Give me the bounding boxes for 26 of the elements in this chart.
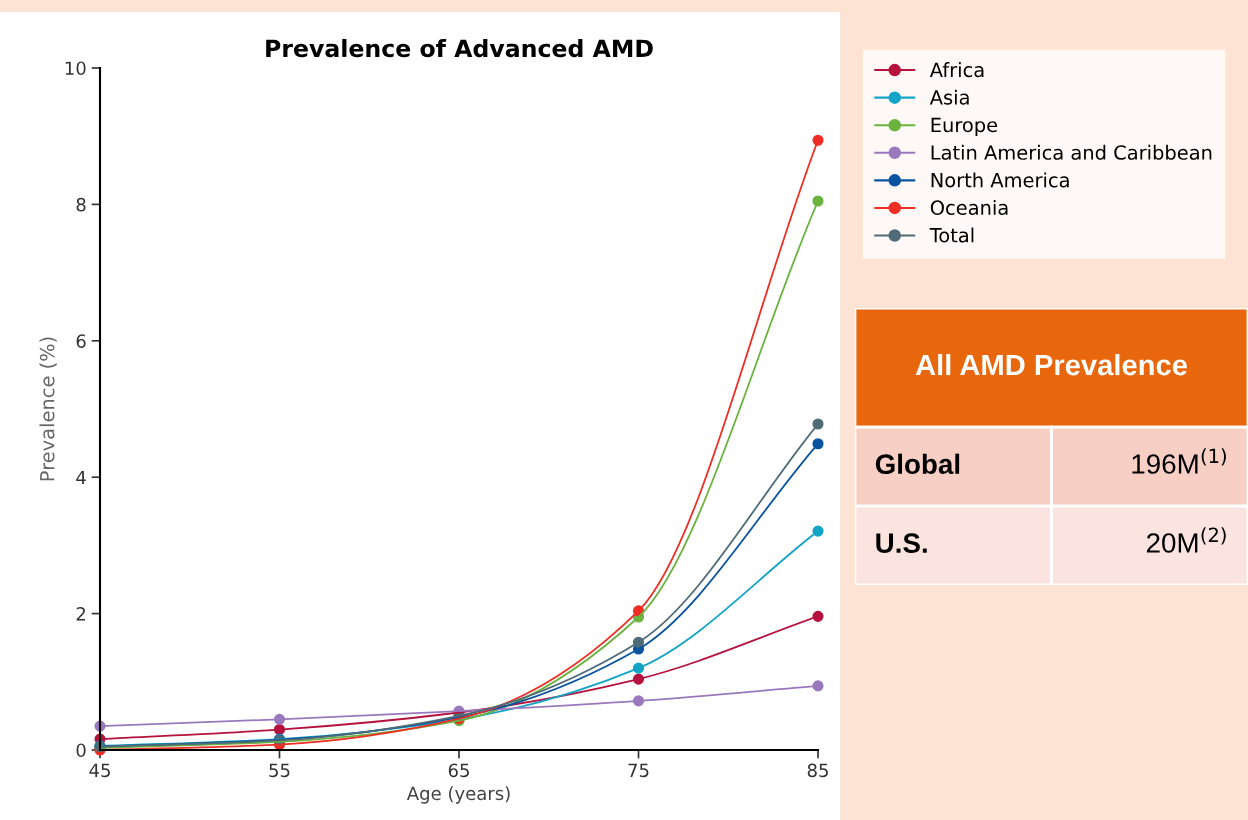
y-tick-label: 0 bbox=[76, 743, 86, 758]
y-axis-title: Prevalence (%) bbox=[39, 337, 57, 481]
legend-label: Europe bbox=[931, 117, 998, 137]
x-tick-label: 45 bbox=[89, 763, 110, 778]
text: U.S. bbox=[876, 533, 927, 553]
y-tick-label: 8 bbox=[76, 197, 86, 212]
chart-title: Prevalence of Advanced AMD bbox=[266, 38, 653, 58]
legend-label: Africa bbox=[929, 62, 984, 78]
text: All AMD Prevalence bbox=[915, 353, 1187, 376]
legend-label: Asia bbox=[929, 89, 969, 105]
y-tick-label: 6 bbox=[76, 334, 86, 348]
x-axis-title: Age (years) bbox=[406, 786, 510, 804]
x-tick-label: 75 bbox=[628, 763, 649, 778]
text: 20M$^{(2)}$ bbox=[1146, 527, 1226, 553]
x-tick-label: 55 bbox=[269, 763, 290, 778]
y-tick-label: 4 bbox=[76, 470, 86, 485]
legend-label: Total bbox=[929, 227, 974, 243]
legend-label: Oceania bbox=[930, 199, 1008, 215]
x-tick-label: 65 bbox=[448, 763, 469, 778]
legend-label: North America bbox=[931, 172, 1069, 188]
x-tick-label: 85 bbox=[807, 763, 828, 778]
text: Global bbox=[875, 453, 960, 475]
legend-label: Latin America and Caribbean bbox=[931, 144, 1212, 160]
y-tick-label: 10 bbox=[65, 61, 86, 76]
y-tick-label: 2 bbox=[76, 607, 85, 621]
text: 196M$^{(1)}$ bbox=[1132, 448, 1226, 474]
